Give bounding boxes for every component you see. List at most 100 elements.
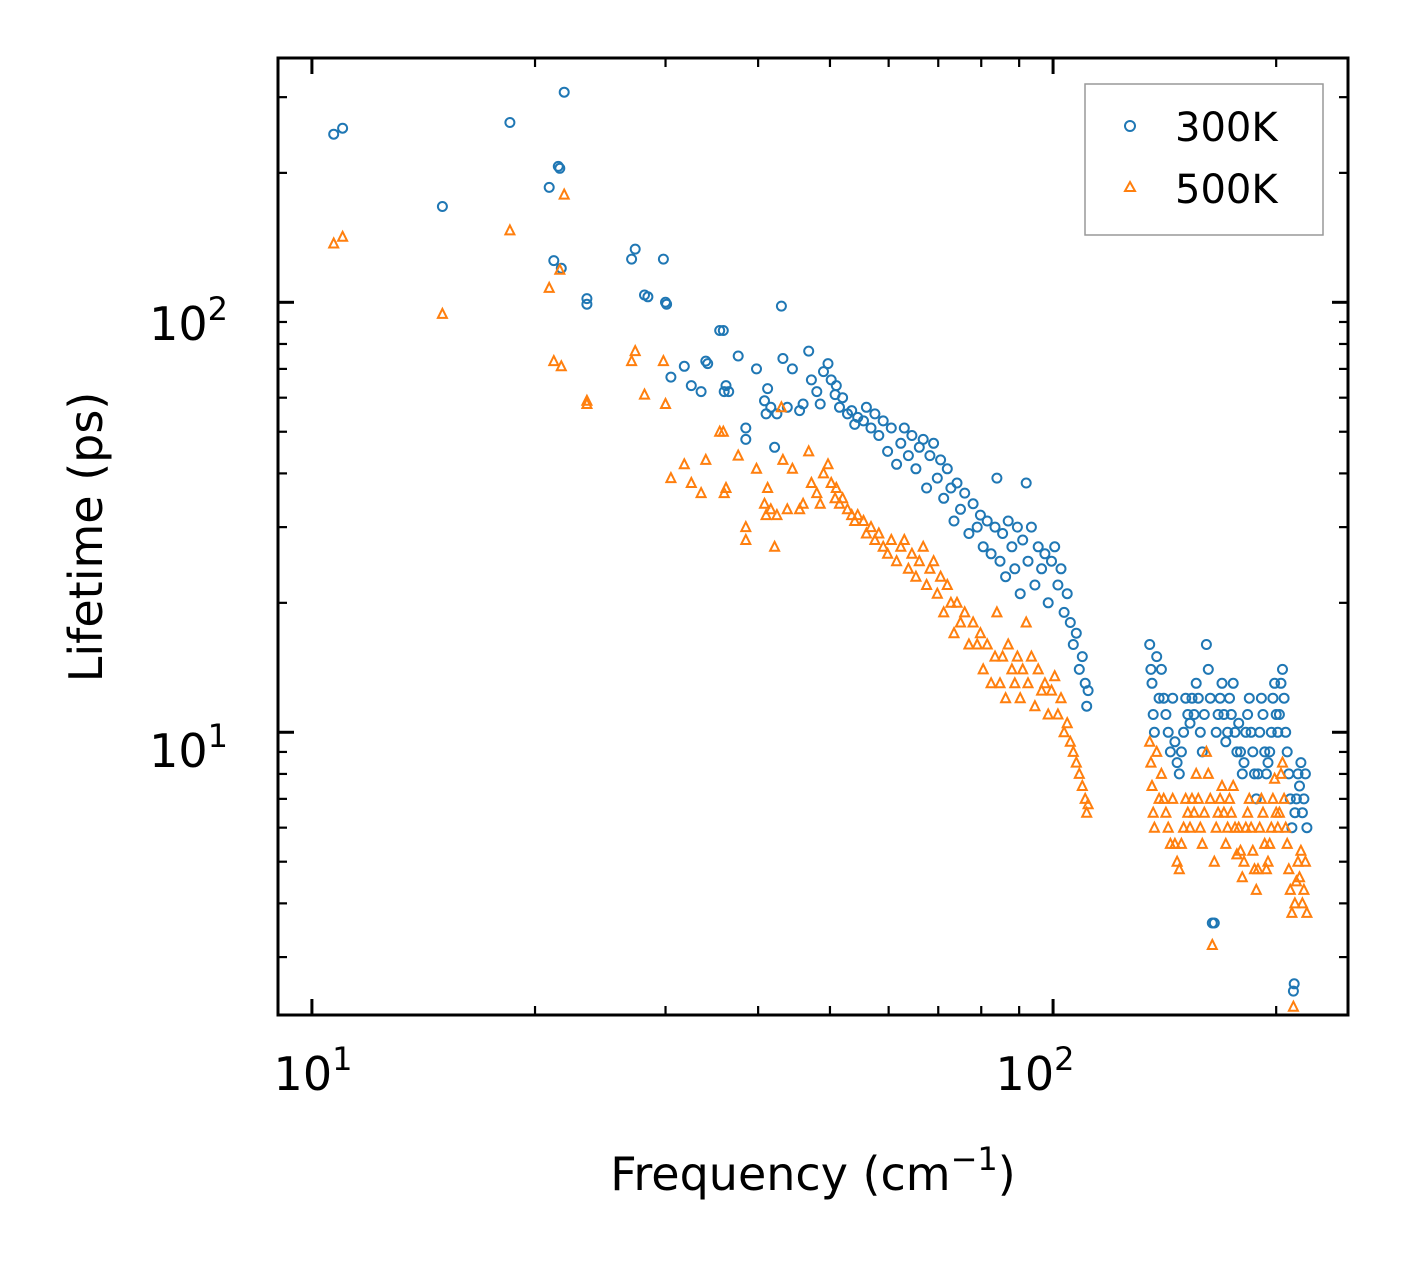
point-300k (1147, 709, 1159, 720)
point-500k (1225, 805, 1238, 818)
point-300k (1064, 617, 1076, 628)
point-300k (1188, 709, 1200, 720)
point-500k (1273, 805, 1286, 818)
point-500k (739, 532, 752, 545)
point-500k (1223, 791, 1236, 804)
point-500k (336, 229, 349, 242)
point-300k (974, 509, 986, 521)
point-500k (759, 507, 773, 521)
point-500k (1190, 766, 1203, 779)
point-500k (1237, 854, 1251, 867)
point-500k (770, 507, 784, 521)
point-300k (1233, 717, 1245, 729)
point-500k (1005, 662, 1019, 675)
point-300k (1145, 663, 1157, 675)
point-300k (921, 482, 933, 494)
legend-marker-500k (1123, 179, 1137, 192)
point-500k (864, 519, 878, 533)
point-500k (555, 359, 568, 372)
point-500k (758, 496, 771, 509)
point-300k (1243, 692, 1255, 704)
point-300k (1153, 692, 1165, 704)
point-500k (553, 262, 566, 275)
point-500k (1234, 843, 1247, 856)
point-500k (1057, 725, 1071, 738)
point-500k (781, 502, 794, 515)
point-300k (642, 291, 654, 303)
point-300k (928, 437, 940, 449)
point-500k (327, 236, 340, 249)
point-300k (543, 181, 555, 193)
point-500k (1181, 805, 1194, 818)
point-500k (971, 637, 984, 650)
point-500k (848, 513, 861, 526)
point-500k (1168, 836, 1182, 849)
point-300k (1073, 663, 1085, 675)
point-300k (902, 450, 914, 462)
point-500k (977, 662, 990, 675)
point-500k (1021, 676, 1035, 689)
point-300k (1011, 521, 1023, 533)
point-300k (1014, 588, 1026, 600)
y-tick-label-10: 101 (149, 717, 228, 778)
point-300k (924, 450, 936, 462)
point-500k (1080, 805, 1093, 818)
point-500k (685, 475, 698, 488)
point-500k (958, 605, 971, 618)
point-500k (1211, 805, 1225, 818)
point-500k (1274, 766, 1288, 779)
point-500k (1276, 755, 1289, 768)
point-500k (947, 625, 961, 639)
point-500k (1051, 707, 1065, 720)
point-500k (1194, 820, 1207, 833)
point-300k (765, 401, 777, 413)
point-300k (1180, 692, 1192, 704)
series-300k (328, 86, 1313, 997)
point-500k (1035, 683, 1048, 696)
point-300k (1032, 541, 1044, 553)
point-300k (1190, 677, 1202, 689)
point-500k (717, 424, 730, 437)
point-300k (1222, 726, 1234, 738)
point-500k (981, 637, 994, 650)
point-500k (1170, 854, 1184, 867)
point-300k (1227, 677, 1239, 689)
point-500k (719, 480, 733, 493)
point-500k (1253, 820, 1266, 833)
point-300k (581, 298, 593, 310)
point-500k (1048, 668, 1061, 682)
point-300k (1186, 692, 1198, 704)
point-500k (954, 615, 967, 628)
point-500k (1297, 882, 1311, 895)
point-500k (828, 491, 842, 504)
point-500k (1144, 755, 1158, 768)
point-500k (1173, 862, 1186, 875)
point-300k (981, 515, 993, 527)
point-300k (877, 415, 889, 427)
point-300k (1025, 521, 1037, 533)
point-300k (1022, 555, 1034, 567)
point-300k (997, 528, 1009, 539)
point-500k (1265, 820, 1278, 833)
point-300k (1260, 768, 1272, 780)
point-500k (1246, 843, 1259, 856)
point-500k (1020, 615, 1033, 628)
point-300k (1148, 726, 1160, 738)
point-500k (580, 393, 594, 406)
point-300k (860, 401, 872, 413)
point-500k (944, 595, 958, 608)
point-300k (1146, 677, 1158, 689)
point-500k (1157, 791, 1170, 804)
point-500k (625, 353, 638, 367)
point-500k (1208, 854, 1221, 867)
point-500k (1054, 690, 1068, 704)
point-300k (702, 358, 714, 370)
point-500k (1204, 791, 1217, 804)
x-axis-title: Frequency (cm−1) (610, 1140, 1015, 1201)
legend-label-300k: 300K (1175, 105, 1279, 151)
point-300k (1198, 709, 1210, 720)
point-300k (436, 201, 448, 212)
point-300k (948, 515, 960, 527)
point-300k (891, 458, 903, 470)
y-axis-title: Lifetime (ps) (59, 392, 113, 683)
